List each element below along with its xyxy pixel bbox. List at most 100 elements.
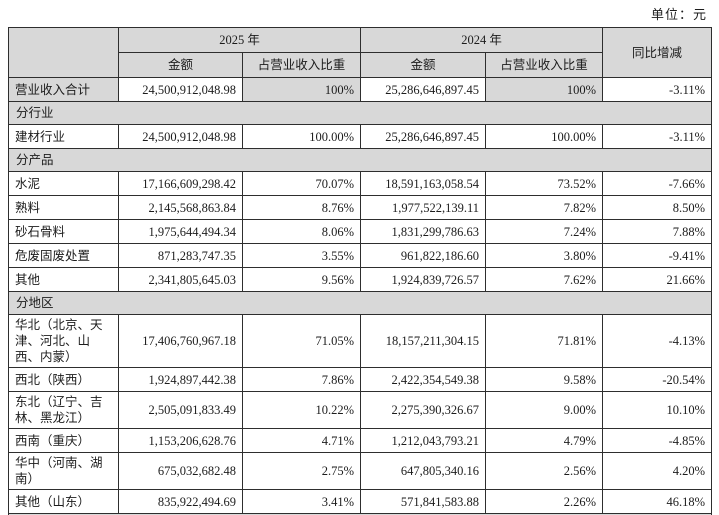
ratio-2025-cell: 3.55%: [241, 243, 362, 268]
row-label-cell: 危废固废处置: [8, 243, 119, 268]
yoy-cell: -4.85%: [602, 428, 713, 453]
amount-2024-cell: 25,286,646,897.45: [360, 77, 487, 102]
table-row: 水泥 17,166,609,298.42 70.07% 18,591,163,058.…: [8, 171, 713, 196]
ratio-2024-cell: 100.00%: [485, 124, 604, 149]
ratio-2025-cell: 70.07%: [241, 171, 362, 196]
row-label-cell: 其他（山东）: [8, 489, 119, 514]
ratio-2024-header: 占营业收入比重: [485, 52, 604, 78]
unit-label: 单位：元: [650, 7, 707, 22]
amount-2025-cell: 675,032,682.48: [118, 452, 243, 490]
amount-2024-cell: 1,977,522,139.11: [360, 195, 487, 220]
table-row: 其他（山东） 835,922,494.69 3.41% 571,841,583.88 2…: [8, 489, 713, 514]
amount-2024-cell: 1,831,299,786.63: [360, 219, 487, 244]
amount-2025-cell: 24,500,912,048.98: [118, 124, 243, 149]
revenue-table: 2025 年 2024 年 同比增减 金额 占营业收入比重 金额 占营业收入比重…: [7, 27, 713, 515]
ratio-2024-cell: 2.26%: [485, 489, 604, 514]
amount-2025-cell: 1,153,206,628.76: [118, 428, 243, 453]
ratio-2024-cell: 7.24%: [485, 219, 604, 244]
yoy-cell: -3.11%: [602, 77, 713, 102]
row-label-cell: 东北（辽宁、吉林、黑龙江）: [8, 391, 119, 429]
amount-2025-cell: 835,922,494.69: [118, 489, 243, 514]
row-label-cell: 熟料: [8, 195, 119, 220]
row-label-cell: 其他: [8, 267, 119, 292]
ratio-2025-cell: 9.56%: [241, 267, 362, 292]
ratio-2025-cell: 4.71%: [241, 428, 362, 453]
section-label: 分地区: [7, 291, 713, 315]
year-2025-header: 2025 年: [117, 27, 362, 53]
table-row: 其他 2,341,805,645.03 9.56% 1,924,839,726.57 7…: [8, 267, 713, 292]
yoy-header: 同比增减: [602, 27, 713, 78]
corner-header-cell: [8, 27, 119, 78]
yoy-cell: -9.41%: [602, 243, 713, 268]
amount-2025-cell: 1,924,897,442.38: [118, 367, 243, 392]
row-label-cell: 华北（北京、天津、河北、山西、内蒙）: [8, 314, 119, 368]
ratio-2025-header: 占营业收入比重: [241, 52, 362, 78]
amount-2024-cell: 961,822,186.60: [360, 243, 487, 268]
ratio-2024-cell: 4.79%: [485, 428, 604, 453]
amount-2024-cell: 25,286,646,897.45: [360, 124, 487, 149]
ratio-2025-cell: 3.41%: [241, 489, 362, 514]
ratio-2025-cell: 7.86%: [241, 367, 362, 392]
ratio-2024-cell: 9.58%: [485, 367, 604, 392]
table-header: 2025 年 2024 年 同比增减 金额 占营业收入比重 金额 占营业收入比重: [8, 27, 713, 78]
amount-2025-header: 金额: [118, 52, 243, 78]
table-row: 华北（北京、天津、河北、山西、内蒙） 17,406,760,967.18 71.05…: [8, 314, 713, 368]
amount-2024-cell: 2,422,354,549.38: [360, 367, 487, 392]
row-label-cell: 西北（陕西）: [8, 367, 119, 392]
table-row: 建材行业 24,500,912,048.98 100.00% 25,286,646,8…: [8, 124, 713, 149]
section-row: 分产品: [7, 148, 713, 172]
amount-2024-cell: 1,212,043,793.21: [360, 428, 487, 453]
yoy-cell: -3.11%: [602, 124, 713, 149]
year-2024-header: 2024 年: [360, 27, 604, 53]
row-label-cell: 华中（河南、湖南）: [8, 452, 119, 490]
table-body: 营业收入合计 24,500,912,048.98 100% 25,286,646,89…: [7, 77, 713, 515]
row-label-cell: 营业收入合计: [8, 77, 119, 102]
row-label-cell: 水泥: [8, 171, 119, 196]
ratio-2025-cell: 100.00%: [241, 124, 362, 149]
ratio-2025-cell: 100%: [241, 77, 362, 102]
table-row: 西南（重庆） 1,153,206,628.76 4.71% 1,212,043,793…: [8, 428, 713, 453]
yoy-cell: -4.13%: [602, 314, 713, 368]
ratio-2025-cell: 2.75%: [241, 452, 362, 490]
amount-2025-cell: 17,406,760,967.18: [118, 314, 243, 368]
table-row: 东北（辽宁、吉林、黑龙江） 2,505,091,833.49 10.22% 2,275…: [8, 391, 713, 429]
table-row: 华中（河南、湖南） 675,032,682.48 2.75% 647,805,340.…: [8, 452, 713, 490]
yoy-cell: 10.10%: [602, 391, 713, 429]
amount-2025-cell: 2,505,091,833.49: [118, 391, 243, 429]
amount-2025-cell: 871,283,747.35: [118, 243, 243, 268]
ratio-2024-cell: 7.82%: [485, 195, 604, 220]
yoy-cell: 8.50%: [602, 195, 713, 220]
yoy-cell: 7.88%: [602, 219, 713, 244]
yoy-cell: -20.54%: [602, 367, 713, 392]
section-row: 分销售模式: [7, 513, 713, 515]
row-label-cell: 西南（重庆）: [8, 428, 119, 453]
yoy-cell: 21.66%: [602, 267, 713, 292]
table-row: 西北（陕西） 1,924,897,442.38 7.86% 2,422,354,549…: [8, 367, 713, 392]
amount-2024-header: 金额: [360, 52, 487, 78]
ratio-2024-cell: 71.81%: [485, 314, 604, 368]
amount-2025-cell: 17,166,609,298.42: [118, 171, 243, 196]
ratio-2024-cell: 73.52%: [485, 171, 604, 196]
ratio-2025-cell: 8.06%: [241, 219, 362, 244]
ratio-2024-cell: 7.62%: [485, 267, 604, 292]
section-row: 分地区: [7, 291, 713, 315]
row-label-cell: 砂石骨料: [8, 219, 119, 244]
amount-2024-cell: 2,275,390,326.67: [360, 391, 487, 429]
table-row: 熟料 2,145,568,863.84 8.76% 1,977,522,139.11 7…: [8, 195, 713, 220]
ratio-2025-cell: 8.76%: [241, 195, 362, 220]
amount-2025-cell: 2,145,568,863.84: [118, 195, 243, 220]
table-row: 砂石骨料 1,975,644,494.34 8.06% 1,831,299,786.6…: [8, 219, 713, 244]
amount-2024-cell: 18,591,163,058.54: [360, 171, 487, 196]
amount-2024-cell: 647,805,340.16: [360, 452, 487, 490]
yoy-cell: 4.20%: [602, 452, 713, 490]
row-label-cell: 建材行业: [8, 124, 119, 149]
amount-2024-cell: 1,924,839,726.57: [360, 267, 487, 292]
section-label: 分行业: [7, 101, 713, 125]
ratio-2024-cell: 2.56%: [485, 452, 604, 490]
table-row: 危废固废处置 871,283,747.35 3.55% 961,822,186.60 3…: [8, 243, 713, 268]
section-label: 分产品: [7, 148, 713, 172]
ratio-2024-cell: 3.80%: [485, 243, 604, 268]
section-row: 分行业: [7, 101, 713, 125]
ratio-2024-cell: 100%: [485, 77, 604, 102]
